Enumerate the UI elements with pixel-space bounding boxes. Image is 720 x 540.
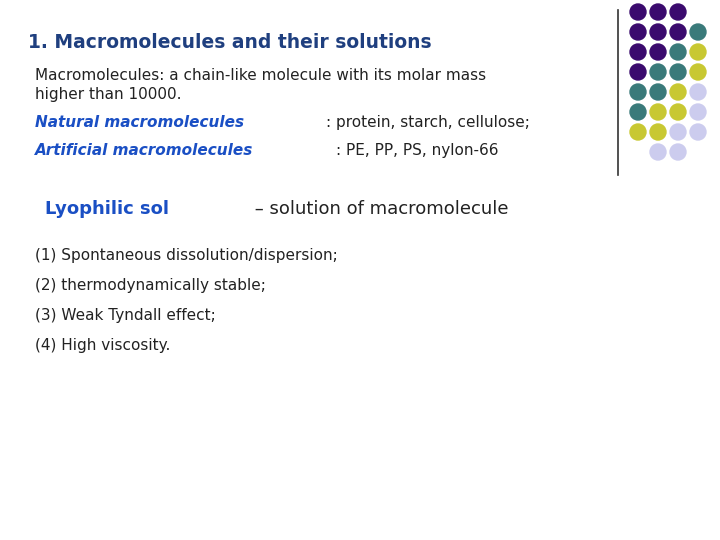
Text: 1. Macromolecules and their solutions: 1. Macromolecules and their solutions (28, 32, 431, 51)
Text: (3) Weak Tyndall effect;: (3) Weak Tyndall effect; (35, 308, 216, 323)
Circle shape (670, 44, 686, 60)
Circle shape (650, 84, 666, 100)
Text: Lyophilic sol: Lyophilic sol (45, 200, 169, 218)
Text: : protein, starch, cellulose;: : protein, starch, cellulose; (326, 115, 530, 130)
Circle shape (630, 124, 646, 140)
Circle shape (630, 4, 646, 20)
Circle shape (690, 124, 706, 140)
Text: (1) Spontaneous dissolution/dispersion;: (1) Spontaneous dissolution/dispersion; (35, 248, 338, 263)
Circle shape (670, 64, 686, 80)
Circle shape (630, 44, 646, 60)
Circle shape (650, 144, 666, 160)
Text: (2) thermodynamically stable;: (2) thermodynamically stable; (35, 278, 266, 293)
Text: higher than 10000.: higher than 10000. (35, 87, 181, 102)
Circle shape (650, 24, 666, 40)
Circle shape (690, 84, 706, 100)
Text: Natural macromolecules: Natural macromolecules (35, 115, 244, 130)
Text: Artificial macromolecules: Artificial macromolecules (35, 143, 253, 158)
Text: (4) High viscosity.: (4) High viscosity. (35, 338, 171, 353)
Text: Macromolecules: a chain-like molecule with its molar mass: Macromolecules: a chain-like molecule wi… (35, 68, 486, 83)
Circle shape (650, 104, 666, 120)
Circle shape (670, 104, 686, 120)
Circle shape (690, 24, 706, 40)
Circle shape (630, 64, 646, 80)
Circle shape (650, 124, 666, 140)
Circle shape (650, 4, 666, 20)
Circle shape (630, 104, 646, 120)
Circle shape (630, 84, 646, 100)
Circle shape (690, 64, 706, 80)
Text: – solution of macromolecule: – solution of macromolecule (249, 200, 508, 218)
Circle shape (630, 24, 646, 40)
Circle shape (690, 104, 706, 120)
Circle shape (650, 64, 666, 80)
Circle shape (670, 4, 686, 20)
Circle shape (670, 144, 686, 160)
Text: : PE, PP, PS, nylon-66: : PE, PP, PS, nylon-66 (336, 143, 498, 158)
Circle shape (650, 44, 666, 60)
Circle shape (670, 24, 686, 40)
Circle shape (690, 44, 706, 60)
Circle shape (670, 124, 686, 140)
Circle shape (670, 84, 686, 100)
